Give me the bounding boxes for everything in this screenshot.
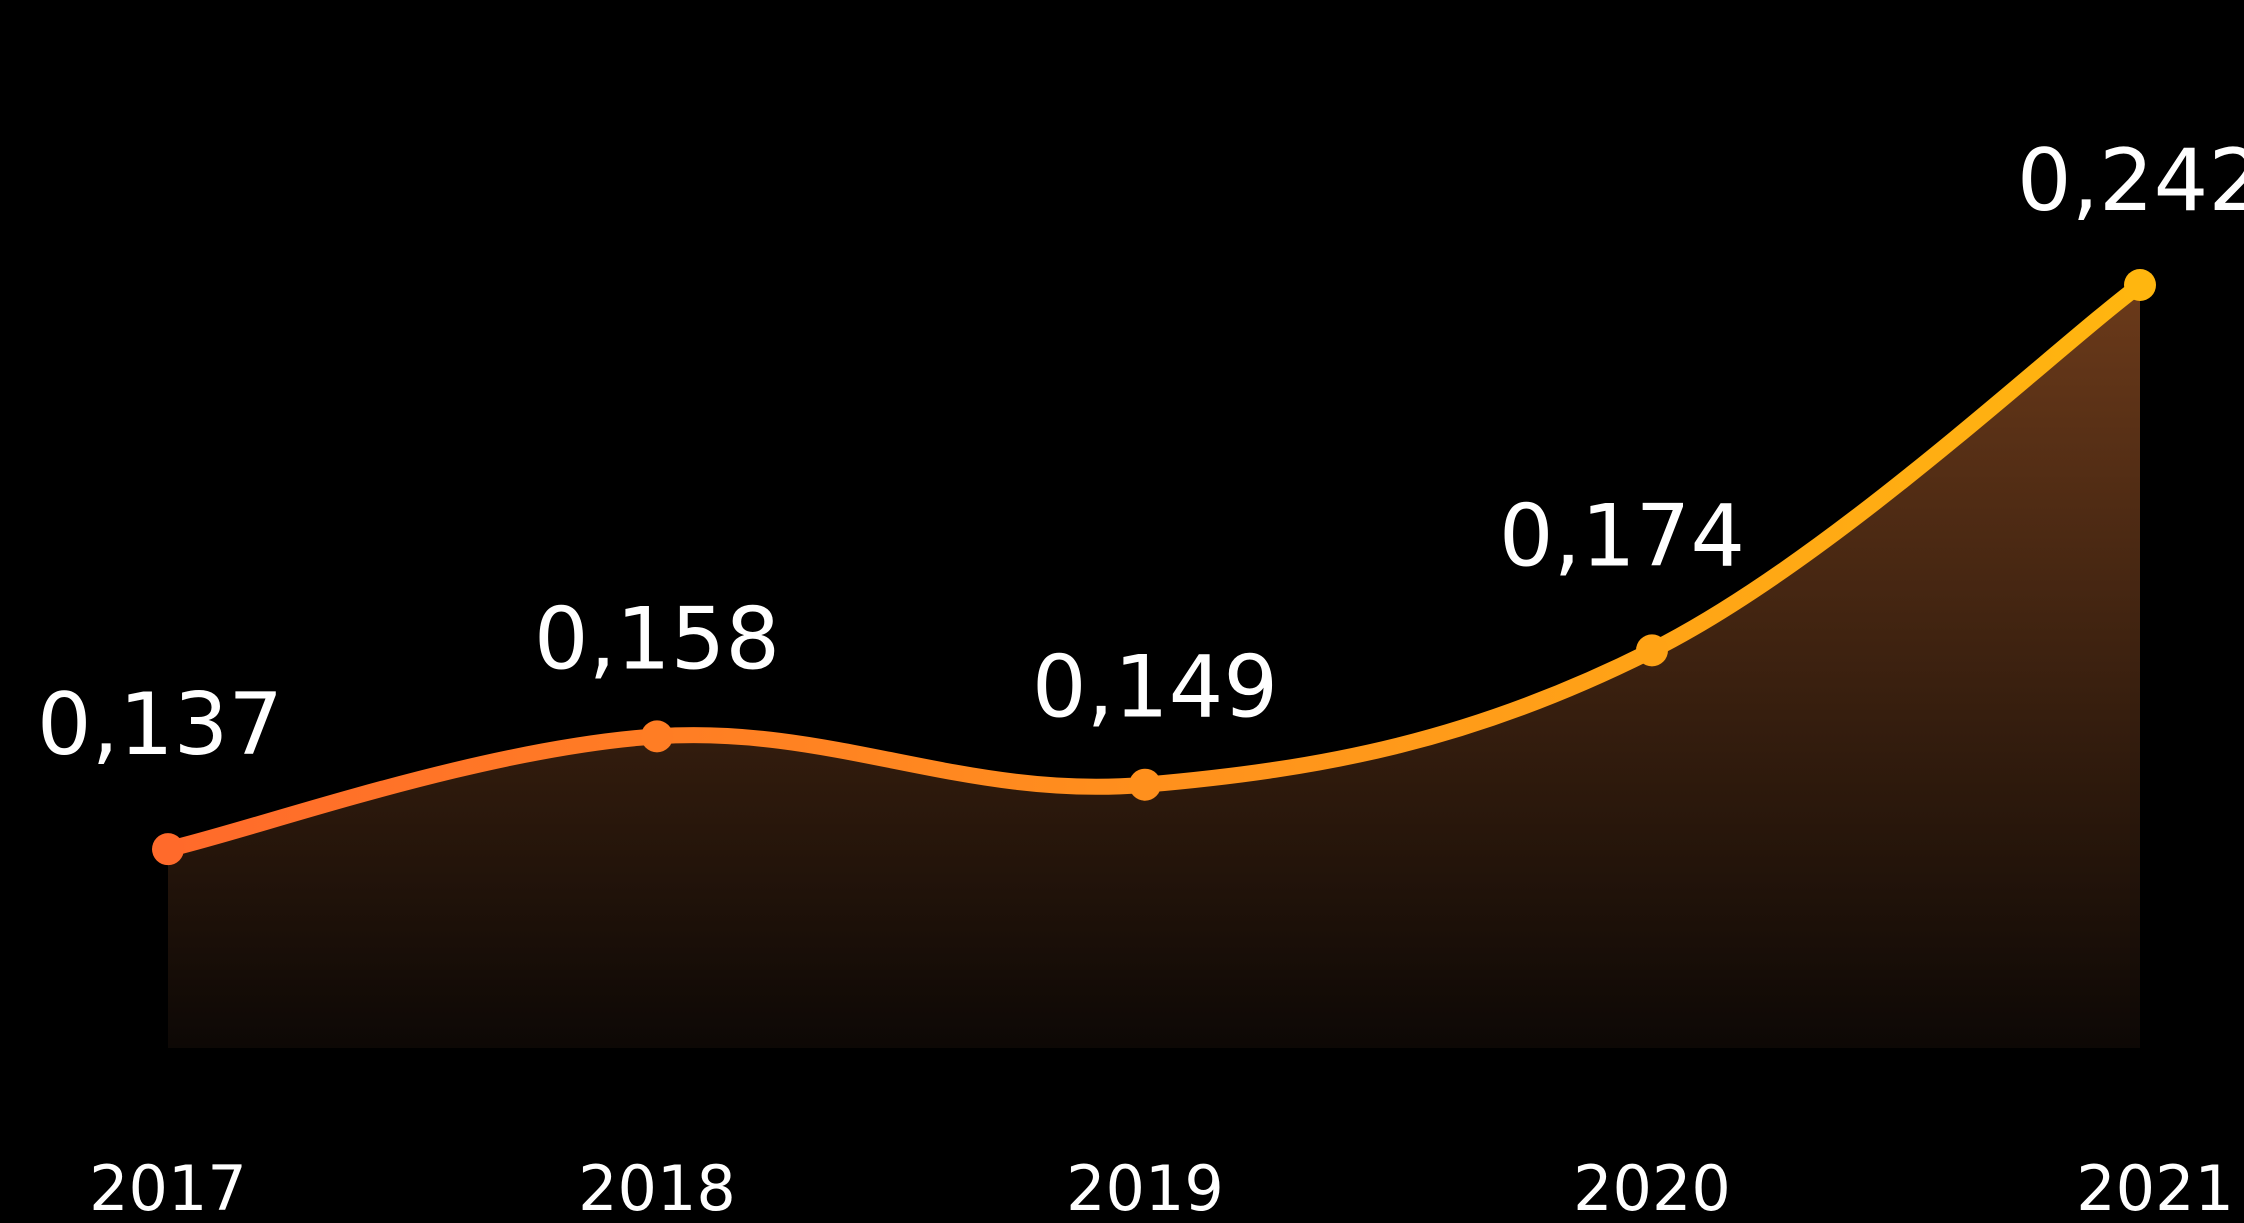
data-label: 0,174 xyxy=(1499,486,1745,586)
x-tick-label: 2021 xyxy=(2076,1152,2234,1223)
data-point xyxy=(2124,268,2156,301)
data-label: 0,149 xyxy=(1032,638,1278,738)
x-tick-label: 2020 xyxy=(1573,1152,1731,1223)
data-point xyxy=(1129,768,1161,801)
x-tick-label: 2018 xyxy=(578,1152,736,1223)
area-fill-layer xyxy=(168,284,2140,1048)
data-point xyxy=(641,720,673,753)
data-point xyxy=(152,833,184,866)
data-label: 0,242 xyxy=(2017,131,2244,231)
data-point xyxy=(1636,634,1668,667)
x-tick-label: 2019 xyxy=(1066,1152,1224,1223)
x-tick-label: 2017 xyxy=(89,1152,247,1223)
area-fill xyxy=(168,284,2140,1048)
data-points-layer xyxy=(152,268,2156,866)
x-axis-ticks-layer: 2017 2018 2019 2020 2021 xyxy=(89,1152,2234,1223)
data-labels-layer: 0,137 0,158 0,149 0,174 0,242 xyxy=(37,131,2244,775)
data-label: 0,158 xyxy=(534,589,780,689)
data-label: 0,137 xyxy=(37,675,283,775)
